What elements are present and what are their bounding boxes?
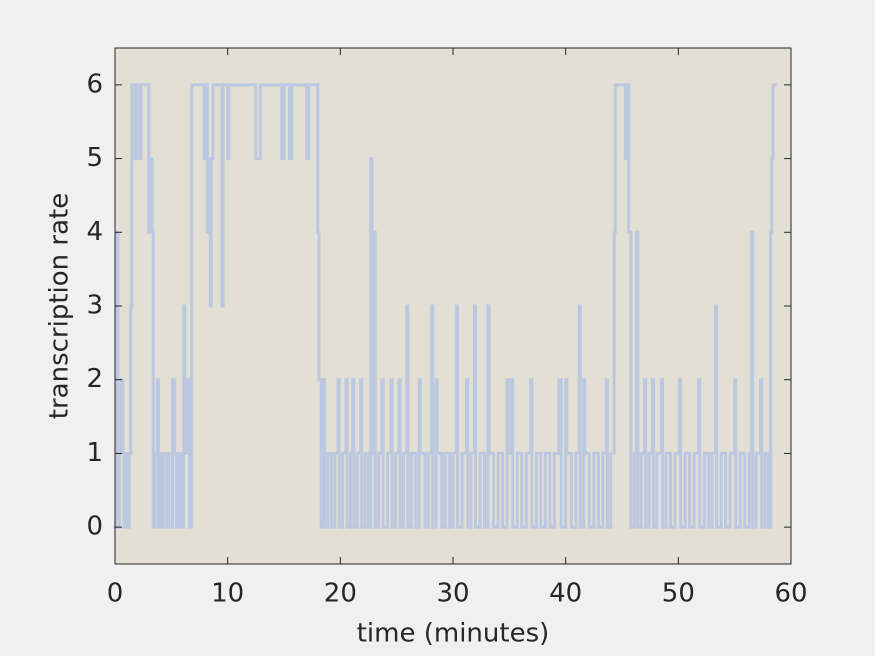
x-tick-label: 40 bbox=[549, 579, 582, 609]
x-tick-label: 10 bbox=[211, 579, 244, 609]
x-axis-label: time (minutes) bbox=[357, 619, 550, 649]
y-tick-label: 4 bbox=[86, 217, 103, 247]
y-tick-label: 2 bbox=[86, 364, 103, 394]
y-tick-label: 5 bbox=[86, 143, 103, 173]
y-axis-label: transcription rate bbox=[45, 193, 75, 419]
y-tick-label: 1 bbox=[86, 438, 103, 468]
x-tick-label: 30 bbox=[436, 579, 469, 609]
y-tick-label: 0 bbox=[86, 512, 103, 542]
y-tick-label: 3 bbox=[86, 291, 103, 321]
x-tick-label: 20 bbox=[324, 579, 357, 609]
x-tick-label: 0 bbox=[107, 579, 124, 609]
x-tick-label: 60 bbox=[774, 579, 807, 609]
x-tick-label: 50 bbox=[662, 579, 695, 609]
y-tick-label: 6 bbox=[86, 69, 103, 99]
